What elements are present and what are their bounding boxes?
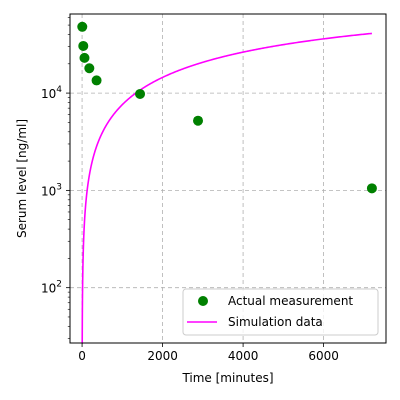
measurement-point xyxy=(79,52,90,63)
y-tick-label: 102 xyxy=(41,280,62,296)
measurement-point xyxy=(77,21,88,32)
measurement-point xyxy=(91,75,102,86)
legend-label-actual-measurement: Actual measurement xyxy=(228,294,353,308)
y-axis-label: Serum level [ng/ml] xyxy=(15,119,29,238)
x-tick-label: 6000 xyxy=(308,349,339,363)
plot-frame xyxy=(69,13,387,344)
simulation-line-layer xyxy=(81,32,372,344)
measurement-point xyxy=(366,183,377,194)
legend-box xyxy=(182,288,379,336)
y-tick-label: 103 xyxy=(41,182,62,198)
x-tick-label: 2000 xyxy=(147,349,178,363)
measurement-point xyxy=(84,63,95,74)
legend: Actual measurement Simulation data xyxy=(182,288,379,336)
x-axis-label: Time [minutes] xyxy=(181,371,273,385)
grid xyxy=(70,14,386,343)
measurement-point xyxy=(78,40,89,51)
measurement-point xyxy=(135,88,146,99)
x-tick-label: 4000 xyxy=(228,349,259,363)
legend-label-simulation-data: Simulation data xyxy=(228,315,323,329)
x-tick-label: 0 xyxy=(78,349,86,363)
simulation-data-line xyxy=(81,32,372,344)
legend-marker-actual-measurement xyxy=(198,296,208,306)
measurement-points-layer xyxy=(77,21,377,194)
y-tick-label: 104 xyxy=(41,85,62,101)
measurement-point xyxy=(193,115,204,126)
